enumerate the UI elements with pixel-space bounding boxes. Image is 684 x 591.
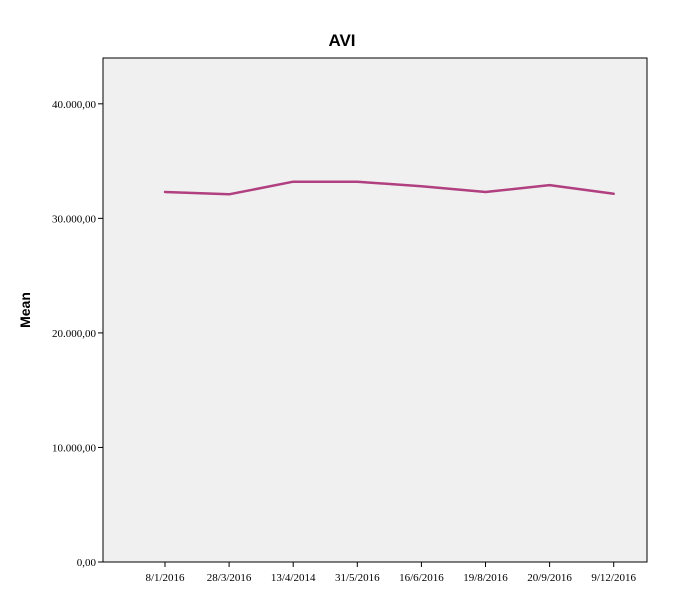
y-tick-label: 40.000,00: [52, 99, 97, 111]
x-tick-label: 9/12/2016: [591, 572, 636, 584]
y-tick-label: 20.000,00: [52, 328, 97, 340]
y-tick-label: 10.000,00: [52, 442, 97, 454]
x-tick-label: 13/4/2014: [271, 572, 316, 584]
x-tick-label: 20/9/2016: [527, 572, 572, 584]
plot-area: [102, 57, 648, 563]
x-tick-label: 16/6/2016: [399, 572, 444, 584]
y-tick-label: 0,00: [77, 557, 97, 569]
x-tick-label: 31/5/2016: [335, 572, 380, 584]
x-tick-label: 19/8/2016: [463, 572, 508, 584]
x-axis-ticks: 8/1/2016 28/3/2016 13/4/2014 31/5/2016 16/6/…: [145, 562, 636, 584]
series-group: [163, 180, 615, 196]
x-tick-label: 28/3/2016: [207, 572, 252, 584]
y-tick-label: 30.000,00: [52, 213, 97, 225]
x-tick-label: 8/1/2016: [145, 572, 185, 584]
series-line: [163, 180, 615, 196]
y-axis-label: Mean: [17, 292, 33, 328]
y-axis-ticks: 0,00 10.000,00 20.000,00 30.000,00 40.000,00: [52, 99, 103, 569]
chart-title: AVI: [328, 31, 355, 50]
